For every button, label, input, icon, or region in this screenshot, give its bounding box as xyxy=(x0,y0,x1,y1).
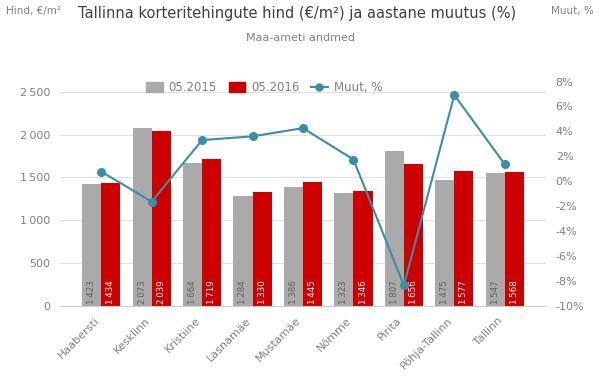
Text: 1 656: 1 656 xyxy=(409,280,418,304)
Text: 2 073: 2 073 xyxy=(137,280,146,304)
Text: 1 664: 1 664 xyxy=(188,280,197,304)
Text: Tallinna korteritehingute hind (€/m²) ja aastane muutus (%): Tallinna korteritehingute hind (€/m²) ja… xyxy=(78,6,516,21)
Text: 1 323: 1 323 xyxy=(340,280,349,304)
Bar xyxy=(454,171,473,306)
Bar xyxy=(183,163,202,306)
Text: 1 577: 1 577 xyxy=(460,280,469,304)
Bar xyxy=(485,173,505,306)
Text: 1 475: 1 475 xyxy=(440,280,449,304)
Bar xyxy=(435,180,454,306)
Bar xyxy=(82,184,101,306)
Text: 1 719: 1 719 xyxy=(207,280,216,304)
Text: 1 445: 1 445 xyxy=(308,280,317,304)
Bar xyxy=(385,151,404,306)
Text: 1 330: 1 330 xyxy=(257,280,266,304)
Bar xyxy=(202,159,221,306)
Legend: 05.2015, 05.2016, Muut, %: 05.2015, 05.2016, Muut, % xyxy=(142,76,387,99)
Text: 1 807: 1 807 xyxy=(390,280,399,304)
Text: Hind, €/m²: Hind, €/m² xyxy=(6,6,61,16)
Text: 1 346: 1 346 xyxy=(359,280,368,304)
Text: Muut, %: Muut, % xyxy=(551,6,594,16)
Bar xyxy=(101,183,121,306)
Bar xyxy=(404,164,423,306)
Text: 1 284: 1 284 xyxy=(238,280,247,304)
Text: 2 039: 2 039 xyxy=(157,280,166,304)
Bar xyxy=(233,196,253,306)
Text: 1 423: 1 423 xyxy=(87,280,96,304)
Bar xyxy=(505,172,524,306)
Bar xyxy=(253,192,272,306)
Bar xyxy=(133,129,152,306)
Text: © Tõnu Toompark, ADAUR.EE: © Tõnu Toompark, ADAUR.EE xyxy=(4,376,175,386)
Text: Maa-ameti andmed: Maa-ameti andmed xyxy=(245,33,355,44)
Bar xyxy=(334,192,353,306)
Bar xyxy=(152,131,171,306)
Bar xyxy=(353,191,373,306)
Text: 1 547: 1 547 xyxy=(491,280,500,304)
Bar xyxy=(284,187,303,306)
Text: 1 434: 1 434 xyxy=(106,280,115,304)
Bar xyxy=(303,182,322,306)
Text: 1 386: 1 386 xyxy=(289,280,298,304)
Text: 1 568: 1 568 xyxy=(510,280,519,304)
